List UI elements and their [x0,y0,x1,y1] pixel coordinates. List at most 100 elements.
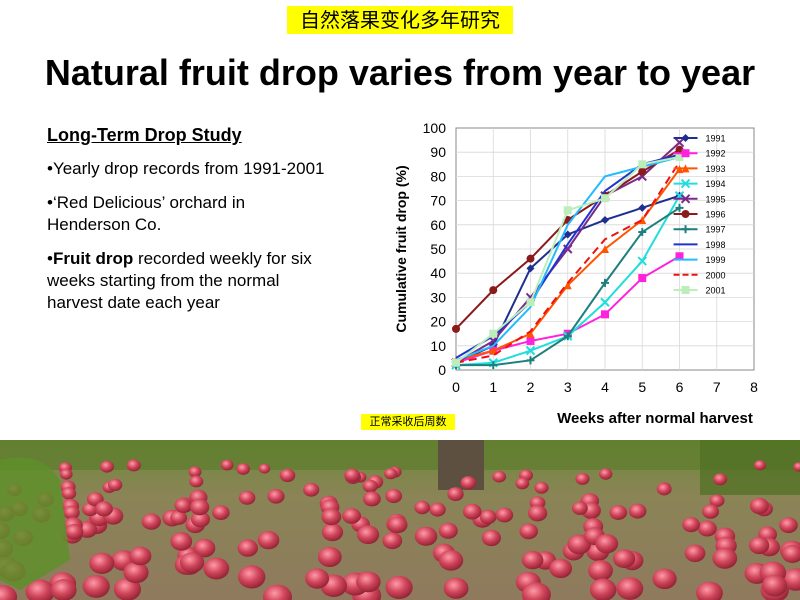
apple [713,473,728,486]
data-point-1994 [525,345,536,356]
x-tick-label: 5 [638,379,646,395]
apple [179,552,205,573]
apple [515,477,530,490]
apple [174,498,192,513]
y-tick-label: 60 [430,217,446,233]
apple [263,584,292,600]
apple [460,476,477,490]
data-point-2001 [563,206,572,215]
apple [382,532,403,550]
x-axis-label: Weeks after normal harvest [557,410,753,427]
y-tick-label: 40 [430,265,446,281]
apple [170,532,193,551]
legend-label-1997: 1997 [706,225,726,235]
apple [519,523,538,540]
apple [191,511,210,528]
y-tick-label: 90 [430,144,446,160]
apple [113,577,141,600]
data-point-1991 [601,215,609,224]
y-tick-label: 0 [438,362,446,378]
x-tick-label: 7 [713,379,721,395]
apple [588,560,613,582]
apple [357,525,380,545]
apple [317,546,342,567]
apple [781,544,800,563]
data-point-1993 [526,329,535,338]
apple [572,501,588,515]
apple [89,552,115,574]
legend-label-1991: 1991 [706,134,726,144]
apple [793,462,800,472]
apple [549,558,573,579]
apple [303,482,320,497]
legend-label-1992: 1992 [706,149,726,159]
data-point-1994 [637,256,647,266]
legend-marker-1993 [681,164,690,173]
apple [321,523,344,542]
apple [212,505,230,520]
bullet-orchard: •‘Red Delicious’ orchard in Henderson Co… [47,193,246,234]
x-tick-label: 6 [676,379,684,395]
legend-marker-1996 [681,210,690,218]
fallen-apples [0,459,800,600]
y-tick-label: 70 [430,193,446,209]
data-point-1995 [674,137,685,148]
apple [495,507,514,523]
apple [0,585,18,600]
data-point-2001 [526,298,535,307]
data-point-2001 [601,194,609,203]
data-point-1997 [526,356,535,365]
apple [238,565,266,589]
slide-title: Natural fruit drop varies from year to y… [44,52,756,93]
bullet-fruit-drop: •Fruit drop recorded weekly for six week… [47,248,327,314]
data-point-1991 [638,203,647,212]
apple [220,459,234,471]
data-point-2001 [489,329,498,338]
apple [342,508,361,524]
bullet-years: •Yearly drop records from 1991-2001 [47,159,325,178]
apple [481,529,501,547]
apple [761,574,788,597]
legend-marker-1997 [681,225,690,234]
legend-label-1995: 1995 [706,194,726,204]
legend-marker-2001 [681,286,690,294]
apple [609,505,628,520]
legend-marker-1995 [680,194,691,204]
data-point-2001 [638,160,647,169]
data-point-1992 [675,252,684,261]
apple [656,482,672,496]
y-tick-label: 10 [430,338,446,354]
apple [521,550,544,570]
apple [61,487,77,500]
left-text-panel: Long-Term Drop Study •Yearly drop record… [47,124,327,326]
apple [188,466,202,478]
data-point-1991 [563,230,572,239]
apple [238,490,256,505]
data-point-1997 [489,361,498,370]
apple [429,502,446,517]
chinese-xaxis-label: 正常采收后周数 [361,414,455,430]
apple [356,571,381,593]
bullet-marker: • [47,249,53,268]
x-tick-label: 1 [489,379,497,395]
apple [702,504,720,519]
apple [189,475,204,488]
apple [712,547,738,569]
apple [237,539,258,557]
data-point-1997 [675,203,684,212]
legend-marker-1994 [680,178,691,189]
data-point-1997 [638,228,647,237]
apple [414,500,431,515]
apple [305,568,330,589]
y-tick-label: 30 [430,289,446,305]
data-point-1995 [563,244,573,254]
apple [447,487,464,502]
apple [50,579,77,600]
x-tick-label: 0 [452,379,460,395]
apple [696,581,723,600]
legend-label-1999: 1999 [706,255,726,265]
apple [60,468,73,480]
apple [684,544,706,563]
apple [193,538,216,558]
bullet-rest-text: recorded weekly for six weeks starting f… [47,249,312,312]
